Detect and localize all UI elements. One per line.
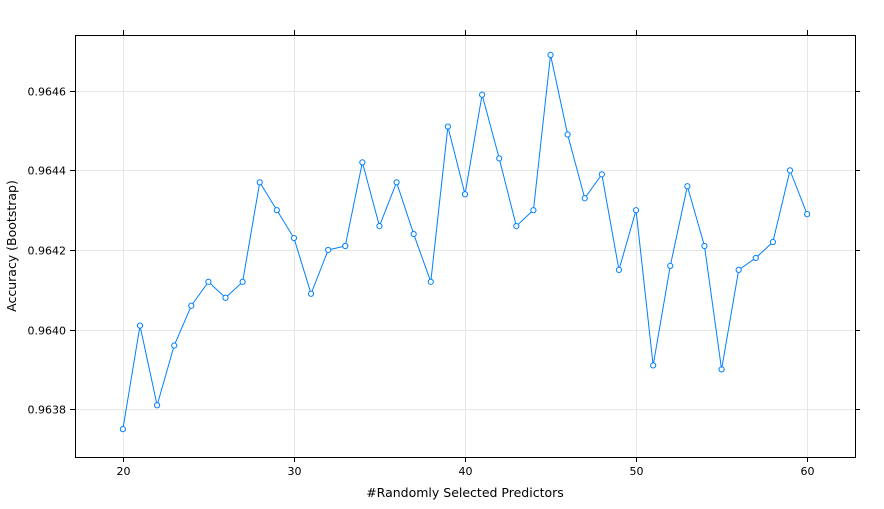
data-point bbox=[256, 179, 263, 186]
data-point bbox=[410, 230, 417, 238]
axis-ticks: 20 30 40 50 60 0.9638 0.9640 0.9642 0.9644 0.9646 bbox=[28, 30, 860, 478]
data-point bbox=[530, 207, 537, 214]
data-point bbox=[136, 322, 144, 329]
data-point bbox=[547, 51, 554, 59]
data-point bbox=[342, 242, 349, 250]
data-point bbox=[205, 278, 212, 285]
data-point bbox=[581, 195, 588, 202]
data-point bbox=[718, 366, 725, 373]
y-tick-label: 0.9640 bbox=[28, 325, 67, 338]
data-point bbox=[598, 171, 605, 178]
data-point bbox=[119, 426, 126, 433]
data-point bbox=[564, 131, 571, 138]
data-point bbox=[222, 294, 229, 301]
data-point bbox=[786, 167, 794, 174]
data-point bbox=[804, 211, 811, 218]
data-point bbox=[359, 159, 366, 166]
data-point bbox=[393, 179, 400, 186]
y-tick-label: 0.9642 bbox=[28, 245, 67, 258]
data-point bbox=[513, 222, 520, 230]
data-point bbox=[461, 191, 469, 198]
data-point bbox=[752, 254, 759, 262]
x-tick-label: 40 bbox=[459, 465, 473, 478]
data-point bbox=[154, 402, 161, 409]
x-tick-label: 50 bbox=[630, 465, 644, 478]
grid-lines bbox=[75, 35, 855, 457]
data-point bbox=[325, 246, 332, 254]
data-point bbox=[239, 278, 246, 285]
x-tick-label: 30 bbox=[288, 465, 302, 478]
y-tick-label: 0.9646 bbox=[28, 86, 67, 99]
data-point bbox=[273, 207, 280, 214]
data-point bbox=[496, 155, 503, 162]
data-point bbox=[667, 262, 674, 270]
x-tick-label: 20 bbox=[117, 465, 131, 478]
data-point bbox=[735, 266, 742, 273]
data-point bbox=[427, 278, 434, 285]
data-point bbox=[307, 290, 315, 297]
data-point bbox=[444, 123, 451, 130]
data-point bbox=[171, 342, 178, 349]
y-tick-label: 0.9644 bbox=[28, 165, 67, 178]
data-point bbox=[769, 238, 776, 246]
data-point bbox=[376, 222, 383, 230]
data-point bbox=[684, 183, 691, 190]
y-tick-label: 0.9638 bbox=[28, 404, 67, 417]
data-point bbox=[290, 234, 298, 242]
data-point bbox=[615, 266, 623, 273]
data-point bbox=[632, 207, 640, 214]
y-axis-title: Accuracy (Bootstrap) bbox=[4, 180, 19, 312]
x-tick-label: 60 bbox=[801, 465, 815, 478]
data-point bbox=[650, 362, 657, 369]
data-point bbox=[701, 242, 708, 250]
data-point bbox=[188, 302, 195, 309]
series-accuracy bbox=[119, 51, 811, 433]
data-point bbox=[479, 91, 486, 98]
x-axis-title: #Randomly Selected Predictors bbox=[366, 485, 564, 500]
